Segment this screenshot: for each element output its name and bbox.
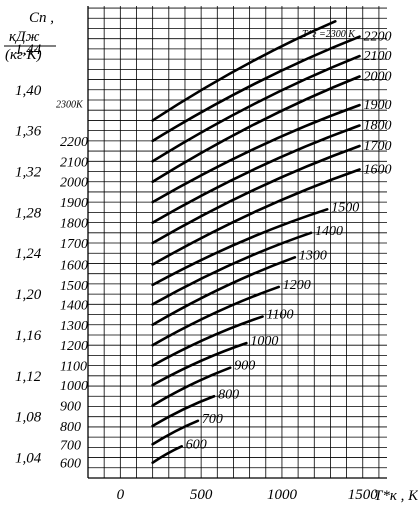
curve-start-label: 1000 — [60, 379, 88, 394]
curve-end-label: 1200 — [283, 278, 311, 293]
curve-start-label: 1900 — [60, 196, 88, 211]
curve-tg-1300 — [151, 256, 297, 327]
curve-start-label: 1100 — [60, 360, 87, 375]
curve-tg-1900 — [151, 103, 361, 204]
curve-tg-1800 — [151, 124, 361, 224]
curves — [151, 20, 361, 464]
curve-tg-2100 — [151, 54, 361, 163]
y-tick-label: 1,20 — [15, 287, 42, 303]
x-tick-label: 1500 — [348, 487, 379, 503]
curve-tg-800 — [151, 394, 216, 428]
curve-tg-2200 — [151, 35, 361, 143]
x-tick-label: 1000 — [267, 487, 298, 503]
y-tick-label: 1,28 — [15, 205, 42, 221]
curve-end-label: 900 — [234, 359, 255, 374]
y-tick-label: 1,08 — [15, 410, 42, 426]
y-tick-label: 1,36 — [15, 124, 42, 140]
curve-end-label: 1100 — [267, 308, 294, 323]
curve-tg-700 — [151, 419, 200, 446]
curve-tg-2000 — [151, 75, 361, 184]
curve-end-label: 2200 — [364, 30, 392, 45]
curve-end-label: 600 — [186, 437, 207, 452]
curve-start-label: 700 — [60, 438, 81, 453]
curve-start-label: 1300 — [60, 319, 88, 334]
curve-start-label: 2100 — [60, 155, 88, 170]
curve-end-label: 2100 — [364, 49, 392, 64]
curve-tg-900 — [151, 366, 232, 407]
curve-tg-2300 — [151, 20, 337, 122]
curve-start-label: 900 — [60, 399, 81, 414]
curve-tg-1100 — [151, 315, 264, 367]
curve-tg-1400 — [151, 231, 313, 306]
curve-end-label: 1000 — [250, 334, 278, 349]
curve-end-label: 1900 — [364, 98, 392, 113]
curve-start-label: 2300К — [56, 99, 84, 110]
y-axis-label-line-1: Cп , — [29, 10, 54, 26]
curve-end-label: 1500 — [331, 200, 359, 215]
curve-start-label: 1500 — [60, 279, 88, 294]
y-tick-label: 1,04 — [15, 451, 42, 467]
x-tick-label: 0 — [117, 487, 125, 503]
y-tick-label: 1,40 — [15, 83, 42, 99]
curve-end-label: 1400 — [315, 224, 343, 239]
y-tick-label: 1,12 — [15, 369, 42, 385]
y-axis-label-line-3: (кг·К) — [5, 47, 42, 63]
curve-start-label: 800 — [60, 420, 81, 435]
labels: 1,04 1,08 1,12 1,16 1,20 1,24 1,28 1,32 1,36 1,40… — [15, 30, 392, 503]
curve-tg-1700 — [151, 144, 361, 245]
y-axis-label-line-2: кДж — [9, 29, 40, 45]
x-axis-label: T*к , K — [374, 488, 418, 504]
curve-start-label: 1800 — [60, 217, 88, 232]
curve-start-label: 2200 — [60, 135, 88, 150]
top-curve-header-label: T*г =2300 К — [302, 29, 356, 40]
curve-end-label: 800 — [218, 387, 239, 402]
curve-start-label: 1200 — [60, 339, 88, 354]
curve-end-label: 1800 — [364, 119, 392, 134]
curve-end-label: 1700 — [364, 139, 392, 154]
y-tick-label: 1,32 — [15, 165, 42, 181]
curve-end-label: 700 — [202, 412, 223, 427]
curve-start-label: 2000 — [60, 176, 88, 191]
curve-start-label: 600 — [60, 457, 81, 472]
plot-frame — [87, 6, 387, 479]
curve-tg-1000 — [151, 341, 248, 387]
curve-tg-600 — [151, 445, 184, 464]
y-tick-label: 1,16 — [15, 328, 42, 344]
grid — [88, 6, 387, 478]
y-tick-label: 1,24 — [15, 246, 42, 262]
curve-tg-1200 — [151, 285, 281, 347]
curve-end-label: 1600 — [364, 162, 392, 177]
curve-start-label: 1700 — [60, 237, 88, 252]
curve-start-label: 1400 — [60, 298, 88, 313]
curve-start-label: 1600 — [60, 258, 88, 273]
x-tick-label: 500 — [190, 487, 213, 503]
curve-tg-1600 — [151, 168, 361, 266]
curve-end-label: 2000 — [364, 69, 392, 84]
curve-tg-1500 — [151, 208, 329, 287]
curve-end-label: 1300 — [299, 248, 327, 263]
